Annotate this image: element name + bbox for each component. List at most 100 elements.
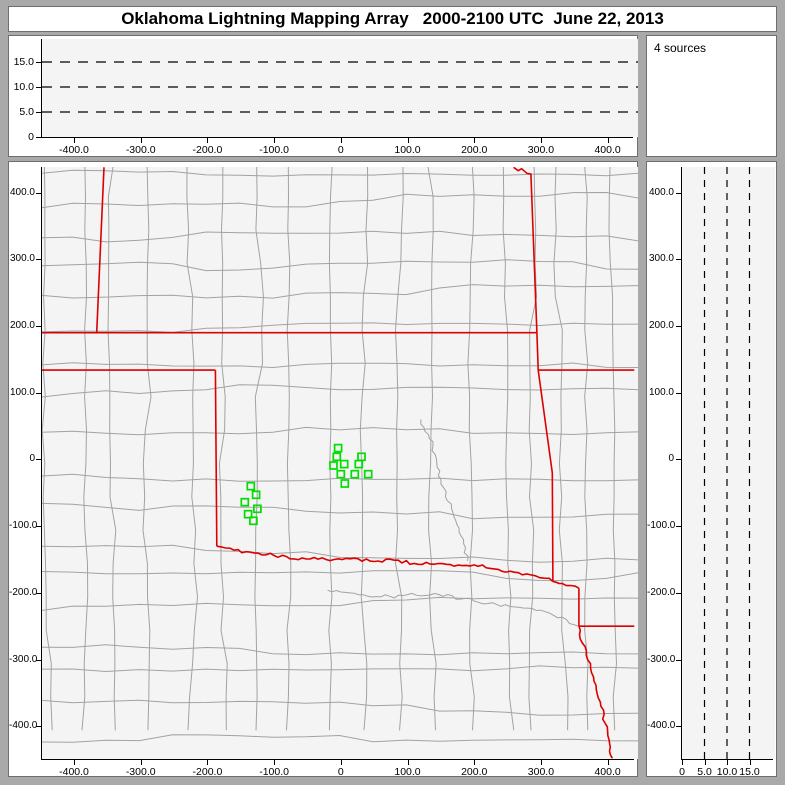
ns-altitude-y-axis xyxy=(681,167,682,760)
county-line xyxy=(584,167,589,731)
river-line xyxy=(327,589,579,627)
ew-x-tick xyxy=(607,138,609,143)
ew-y-tick-label: 5.0 xyxy=(19,106,34,118)
county-line xyxy=(42,362,638,369)
map-y-tick-label: 200.0 xyxy=(9,320,35,332)
map-y-tick xyxy=(36,726,41,728)
map-x-tick-label: 100.0 xyxy=(394,766,421,778)
station-marker xyxy=(243,509,253,519)
ns-y-tick xyxy=(676,726,681,728)
county-line xyxy=(608,167,618,731)
map-canvas xyxy=(42,167,638,759)
map-y-tick xyxy=(36,592,41,594)
ns-x-tick-label: 10.0 xyxy=(716,766,738,778)
map-y-tick xyxy=(36,459,41,461)
county-line xyxy=(254,167,264,731)
ns-x-tick-label: 0 xyxy=(679,766,685,778)
station-marker xyxy=(336,469,346,479)
map-x-tick xyxy=(74,760,76,765)
ew-x-tick-label: -100.0 xyxy=(259,144,289,156)
map-y-tick-label: -400.0 xyxy=(9,720,38,732)
ew-altitude-plot-area[interactable] xyxy=(42,39,638,137)
county-line xyxy=(218,167,228,731)
red-river-border xyxy=(216,545,554,583)
river-line xyxy=(420,419,469,561)
station-marker xyxy=(249,516,258,526)
map-y-tick-label: -200.0 xyxy=(9,586,38,598)
station-marker xyxy=(363,469,373,479)
map-x-tick xyxy=(540,760,542,765)
county-line xyxy=(42,665,638,673)
ns-y-tick xyxy=(676,526,681,528)
map-y-tick-label: 400.0 xyxy=(9,186,35,198)
ew-x-tick xyxy=(207,138,209,143)
ew-y-tick xyxy=(36,87,41,88)
ns-y-tick-label: 300.0 xyxy=(648,253,674,265)
sources-count-panel: 4 sources xyxy=(646,35,777,157)
plan-view-map-plot-area[interactable] xyxy=(42,167,638,759)
page-title: Oklahoma Lightning Mapping Array 2000-21… xyxy=(8,6,777,32)
station-marker xyxy=(329,461,338,470)
county-line xyxy=(42,570,638,582)
map-x-tick xyxy=(474,760,476,765)
ew-altitude-x-axis xyxy=(41,137,633,138)
county-line xyxy=(286,167,292,731)
map-y-tick xyxy=(36,192,41,194)
ns-x-tick xyxy=(727,760,728,765)
plan-view-map-panel: -400.0 -300.0 -200.0 -100.0 0 100.0 200.0 300.0… xyxy=(8,161,638,778)
ew-y-tick xyxy=(36,112,41,113)
map-y-tick xyxy=(36,526,41,528)
ew-x-tick xyxy=(274,138,276,143)
red-river-east-border xyxy=(552,580,580,589)
ns-y-tick xyxy=(676,392,681,394)
ew-x-tick xyxy=(140,138,142,143)
map-x-tick-label: -300.0 xyxy=(125,766,156,778)
county-line xyxy=(42,644,638,656)
county-line xyxy=(394,167,404,731)
county-line xyxy=(467,167,475,731)
map-x-tick xyxy=(274,760,276,765)
ns-altitude-plot-area[interactable] xyxy=(682,167,775,759)
ew-y-tick-label: 15.0 xyxy=(13,56,34,68)
map-y-axis xyxy=(41,167,42,760)
county-line xyxy=(328,167,333,731)
map-y-tick xyxy=(36,659,41,661)
ns-y-tick xyxy=(676,326,681,328)
map-x-axis xyxy=(41,759,634,760)
station-marker xyxy=(253,504,262,514)
station-marker xyxy=(340,479,350,488)
county-lines-layer xyxy=(42,167,638,743)
ns-y-tick-label: 400.0 xyxy=(648,186,674,198)
map-x-tick-label: 200.0 xyxy=(461,766,488,778)
county-line xyxy=(42,502,638,520)
county-line xyxy=(42,169,638,177)
map-y-tick-label: 0 xyxy=(29,453,35,465)
county-line xyxy=(427,167,437,731)
county-line xyxy=(42,191,638,209)
county-line xyxy=(81,167,89,731)
county-line xyxy=(42,259,638,272)
ns-y-tick xyxy=(676,659,681,661)
ns-x-tick-label: 5.0 xyxy=(697,766,712,778)
ns-y-tick-label: -300.0 xyxy=(647,653,676,665)
ns-altitude-gridlines xyxy=(703,167,751,759)
map-x-tick-label: 400.0 xyxy=(594,766,621,778)
ew-x-tick-label: -200.0 xyxy=(192,144,223,156)
map-x-tick xyxy=(340,760,342,765)
county-line xyxy=(142,167,152,731)
map-x-tick-label: 0 xyxy=(337,766,344,778)
county-line xyxy=(502,167,515,731)
station-marker xyxy=(246,481,256,491)
county-line xyxy=(42,284,638,299)
ew-x-tick xyxy=(340,138,342,143)
state-borders-layer xyxy=(42,167,635,759)
ns-y-tick-label: 100.0 xyxy=(648,386,674,398)
county-line xyxy=(553,167,569,731)
sources-count-label: 4 sources xyxy=(654,41,707,55)
county-line xyxy=(107,167,117,731)
map-x-tick xyxy=(607,760,609,765)
ns-altitude-panel: 0 5.0 10.0 15.0 400.0 300.0 200.0 100.0 0 -100.0 -… xyxy=(646,161,777,778)
ew-x-tick xyxy=(474,138,476,143)
texas-louisiana-border xyxy=(578,625,614,759)
county-line xyxy=(42,544,638,563)
